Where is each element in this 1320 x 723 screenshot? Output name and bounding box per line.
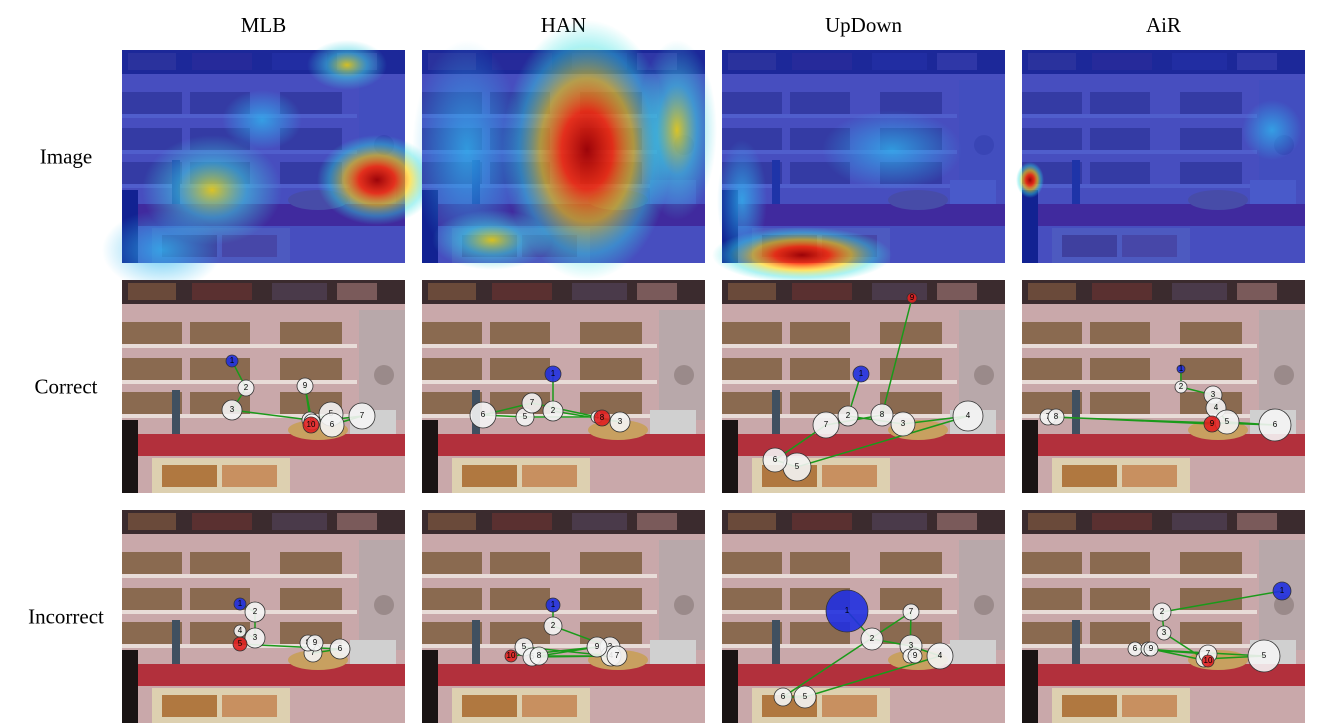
- fixation-label: 2: [870, 634, 875, 643]
- heatmap-blob: [432, 210, 552, 270]
- fixation-label: 1: [1280, 586, 1285, 595]
- scene-image: [1022, 280, 1305, 493]
- image-cell: 12345678910: [422, 510, 705, 723]
- heatmap-blob: [822, 110, 962, 190]
- heatmap-blob: [102, 210, 222, 290]
- fixation-label: 2: [846, 411, 851, 420]
- heatmap-blob: [717, 140, 767, 260]
- fixation-label: 2: [253, 607, 258, 616]
- fixation-label: 7: [615, 651, 620, 660]
- fixation-label: 5: [238, 639, 243, 648]
- image-cell: [1016, 50, 1305, 263]
- fixation-label: 7: [824, 420, 829, 429]
- fixation-label: 9: [910, 293, 915, 302]
- fixation-label: 2: [551, 621, 556, 630]
- column-header: MLB: [241, 13, 287, 37]
- fixation-label: 4: [966, 411, 971, 420]
- fixation-label: 6: [481, 410, 486, 419]
- fixation-label: 7: [909, 607, 914, 616]
- image-cell: 123456789: [722, 510, 1005, 723]
- fixation-label: 6: [1273, 420, 1278, 429]
- fixation-label: 8: [1054, 412, 1059, 421]
- fixation-label: 1: [859, 369, 864, 378]
- fixation-label: 10: [1204, 656, 1213, 665]
- fixation-label: 6: [781, 692, 786, 701]
- fixation-label: 1: [845, 606, 850, 615]
- fixation-label: 3: [901, 419, 906, 428]
- row-label: Incorrect: [28, 605, 104, 629]
- column-header: AiR: [1146, 13, 1181, 37]
- fixation-label: 6: [1133, 644, 1138, 653]
- heatmap-blob: [222, 90, 302, 150]
- fixation-label: 3: [1162, 628, 1167, 637]
- fixation-label: 9: [595, 642, 600, 651]
- heatmap-blob: [637, 40, 717, 220]
- heatmap-blob: [307, 40, 387, 90]
- scene-image: [422, 280, 705, 493]
- fixation-label: 8: [537, 651, 542, 660]
- fixation-label: 1: [1179, 364, 1184, 373]
- image-cell: [412, 20, 717, 280]
- heatmap-blob: [1242, 100, 1302, 160]
- image-cell: 12345678910: [122, 280, 405, 493]
- fixation-label: 5: [1225, 417, 1230, 426]
- row-label: Image: [40, 145, 92, 169]
- scene-image: [422, 510, 705, 723]
- row-label: Correct: [35, 375, 98, 399]
- image-cell: 12345678910: [1022, 510, 1305, 723]
- scene-image: [122, 280, 405, 493]
- fixation-label: 9: [913, 651, 918, 660]
- image-cell: [712, 50, 1005, 283]
- fixation-label: 5: [523, 412, 528, 421]
- fixation-label: 10: [507, 651, 516, 660]
- heatmap-blob: [1016, 162, 1044, 198]
- fixation-label: 9: [313, 638, 318, 647]
- fixation-label: 7: [360, 411, 365, 420]
- fixation-label: 8: [880, 410, 885, 419]
- image-cell: 123456789: [1022, 280, 1305, 493]
- fixation-label: 4: [238, 626, 243, 635]
- fixation-label: 9: [1210, 419, 1215, 428]
- fixation-label: 3: [230, 405, 235, 414]
- fixation-label: 1: [551, 369, 556, 378]
- fixation-label: 1: [551, 600, 556, 609]
- fixation-label: 6: [338, 644, 343, 653]
- figure: MLBHANUpDownAiRImageCorrectIncorrect1234…: [0, 0, 1320, 723]
- fixation-label: 2: [244, 383, 249, 392]
- fixation-label: 5: [795, 462, 800, 471]
- fixation-label: 7: [530, 398, 535, 407]
- fixation-label: 4: [938, 651, 943, 660]
- fixation-label: 1: [238, 599, 243, 608]
- fixation-label: 6: [330, 420, 335, 429]
- fixation-label: 6: [773, 455, 778, 464]
- fixation-label: 2: [551, 406, 556, 415]
- fixation-label: 2: [1179, 382, 1184, 391]
- fixation-label: 5: [803, 692, 808, 701]
- image-cell: 1 2 3 4 5 6 7 8 9: [722, 280, 1005, 493]
- fixation-label: 9: [1149, 644, 1154, 653]
- fixation-label: 3: [253, 633, 258, 642]
- fixation-label: 1: [230, 356, 235, 365]
- fixation-label: 3: [618, 417, 623, 426]
- column-header: UpDown: [825, 13, 902, 37]
- fixation-label: 10: [307, 420, 316, 429]
- fixation-label: 9: [303, 381, 308, 390]
- fixation-label: 4: [1214, 403, 1219, 412]
- fixation-label: 2: [1160, 607, 1165, 616]
- image-cell: [102, 40, 437, 290]
- fixation-label: 5: [1262, 651, 1267, 660]
- fixation-label: 8: [600, 413, 605, 422]
